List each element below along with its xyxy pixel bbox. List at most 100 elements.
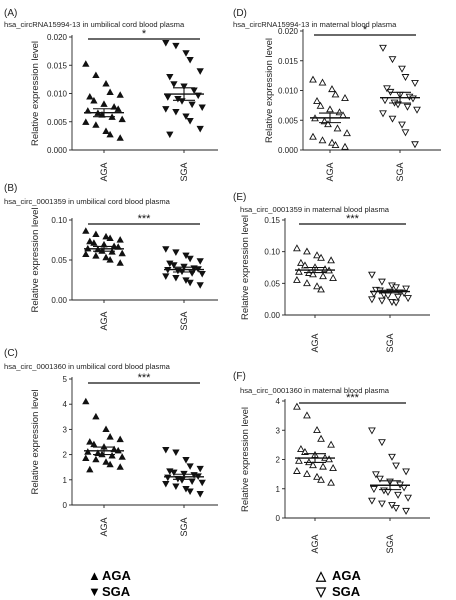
data-point-sga: [186, 488, 194, 496]
data-point-aga: [301, 447, 309, 455]
data-point-sga: [402, 507, 410, 515]
panel-label: (F): [233, 371, 246, 382]
legend-filled: ▲ AGA ▼ SGA: [88, 568, 132, 599]
data-point-aga: [102, 253, 110, 261]
legend-open-aga-symbol: △: [315, 568, 327, 583]
y-tick-label: 0: [276, 514, 281, 523]
data-point-sga: [388, 453, 396, 461]
data-point-aga: [82, 118, 90, 125]
y-tick-label: 5: [63, 375, 68, 384]
y-axis-label: Relative expression level: [240, 407, 251, 512]
data-point-aga: [295, 456, 303, 464]
y-tick-label: 2: [276, 456, 281, 465]
legend-filled-sga-symbol: ▼: [88, 584, 101, 599]
data-point-aga: [319, 272, 327, 280]
data-point-sga: [198, 104, 206, 111]
data-point-sga: [162, 446, 170, 454]
data-point-sga: [378, 278, 386, 286]
y-tick-label: 3: [276, 426, 281, 435]
data-point-sga: [394, 293, 402, 301]
chart-panel-c: (C) hsa_circ_0001360 in umbilical cord bl…: [4, 348, 218, 537]
data-point-sga: [182, 113, 190, 121]
data-point-aga: [116, 134, 124, 141]
x-tick-label-aga: AGA: [310, 534, 320, 553]
x-tick-label-sga: SGA: [179, 517, 189, 536]
legend-open: △ AGA ▽ SGA: [315, 568, 362, 599]
data-point-sga: [166, 73, 174, 81]
data-point-sga: [378, 439, 386, 447]
data-point-aga: [325, 455, 333, 463]
y-tick-label: 1: [276, 485, 281, 494]
data-point-aga: [86, 92, 94, 100]
data-point-aga: [293, 244, 301, 252]
data-point-aga: [116, 236, 124, 243]
legend-open-sga-symbol: ▽: [315, 584, 327, 599]
x-tick-label-aga: AGA: [99, 162, 109, 181]
y-axis-label: Relative expression level: [30, 389, 41, 494]
data-point-sga: [172, 274, 180, 282]
data-point-aga: [108, 451, 116, 459]
data-point-sga: [376, 475, 384, 483]
y-tick-label: 0.005: [47, 118, 68, 127]
data-point-aga: [317, 285, 325, 293]
x-tick-label-sga: SGA: [385, 333, 395, 352]
data-point-sga: [186, 118, 194, 125]
y-tick-label: 0.05: [51, 256, 67, 265]
data-point-sga: [378, 297, 386, 305]
y-axis-label: Relative expression level: [240, 215, 251, 320]
y-tick-label: 4: [63, 400, 68, 409]
y-tick-label: 0.010: [47, 90, 68, 99]
data-point-sga: [378, 500, 386, 508]
data-point-aga: [313, 282, 321, 290]
panel-title: hsa_circRNA15994-13 in maternal blood pl…: [233, 20, 397, 29]
x-tick-label-aga: AGA: [310, 333, 320, 352]
data-point-aga: [92, 121, 100, 128]
y-tick-label: 0.000: [47, 146, 68, 155]
data-point-sga: [368, 427, 376, 435]
data-point-sga: [370, 485, 378, 493]
data-point-sga: [198, 479, 206, 487]
data-point-sga: [392, 462, 400, 470]
panel-title: hsa_circ_0001360 in umbilical cord blood…: [4, 362, 171, 371]
data-point-sga: [404, 494, 412, 502]
data-point-aga: [86, 438, 94, 445]
data-point-aga: [102, 425, 110, 433]
panel-title: hsa_circ_0001359 in maternal blood plasm…: [240, 205, 390, 214]
legend-filled-aga-label: AGA: [102, 568, 132, 583]
data-point-aga: [329, 274, 337, 282]
data-point-aga: [106, 256, 114, 263]
y-tick-label: 0.00: [51, 296, 67, 305]
data-point-aga: [110, 103, 118, 110]
x-tick-label-sga: SGA: [179, 311, 189, 330]
data-point-sga: [398, 121, 406, 129]
data-point-sga: [368, 497, 376, 505]
data-point-aga: [333, 124, 342, 132]
x-tick-label-sga: SGA: [395, 162, 405, 181]
data-point-aga: [82, 250, 90, 258]
data-point-aga: [297, 258, 305, 266]
data-point-aga: [317, 253, 325, 261]
y-axis-label: Relative expression level: [30, 207, 41, 312]
data-point-aga: [303, 247, 311, 255]
data-point-aga: [92, 455, 100, 463]
data-point-sga: [186, 463, 194, 470]
y-tick-label: 3: [63, 425, 68, 434]
data-point-aga: [318, 78, 327, 86]
data-point-aga: [341, 142, 349, 150]
data-point-aga: [317, 434, 325, 442]
data-point-sga: [170, 262, 178, 269]
data-point-aga: [295, 267, 303, 275]
data-point-sga: [394, 491, 402, 499]
y-axis-label: Relative expression level: [30, 41, 41, 146]
data-point-sga: [198, 270, 206, 278]
data-point-aga: [86, 465, 94, 473]
x-tick-label-sga: SGA: [179, 162, 189, 181]
data-point-aga: [86, 237, 94, 245]
data-point-aga: [309, 132, 317, 140]
y-tick-label: 0.10: [264, 248, 280, 257]
data-point-aga: [329, 464, 337, 472]
data-point-sga: [392, 505, 400, 512]
data-point-aga: [331, 90, 340, 98]
legend-filled-aga-symbol: ▲: [88, 568, 101, 583]
